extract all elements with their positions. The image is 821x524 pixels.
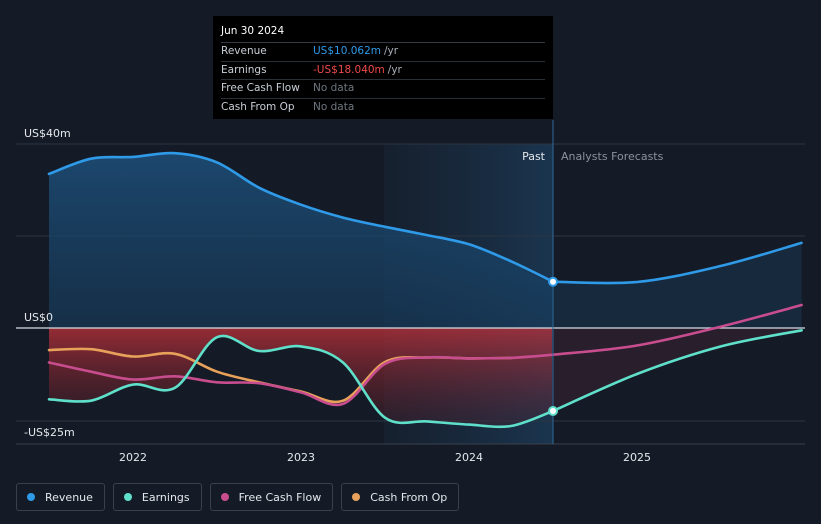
free-cash-flow-forecast-line (509, 303, 803, 360)
y-axis-label-1: US$0 (24, 311, 53, 324)
legend-item-earnings[interactable]: Earnings (112, 483, 202, 511)
tooltip-label: Earnings (221, 63, 267, 76)
x-tick-label-2023: 2023 (287, 451, 315, 464)
tooltip-label: Revenue (221, 45, 267, 57)
tooltip-row-cash-from-op: Cash From Op No data (221, 99, 545, 117)
earnings-marker (548, 405, 558, 416)
tooltip-unit: /yr (387, 63, 402, 76)
tooltip-label: Cash From Op (221, 100, 295, 113)
x-tick-label-2024: 2024 (455, 451, 483, 464)
free-cash-flow-line (47, 355, 513, 407)
earnings-dot-icon (123, 493, 132, 501)
legend-item-revenue[interactable]: Revenue (16, 483, 105, 511)
y-axis-label-0: US$40m (24, 127, 71, 140)
revenue-marker (548, 276, 558, 287)
chart-legend: Revenue Earnings Free Cash Flow Cash Fro… (16, 483, 460, 511)
tooltip-row-revenue: Revenue US$10.062m/yr (221, 43, 545, 62)
tooltip-unit: /yr (384, 45, 399, 57)
earnings-line (47, 334, 555, 429)
revenue-forecast-line (551, 241, 803, 285)
revenue-area-past (49, 153, 552, 328)
legend-label: Free Cash Flow (238, 490, 322, 504)
legend-item-cash-from-op[interactable]: Cash From Op (341, 483, 460, 511)
legend-label: Earnings (141, 490, 190, 504)
tooltip-date: Jun 30 2024 (221, 22, 545, 43)
earnings-forecast-line (551, 329, 803, 413)
cash-from-op-dot-icon (352, 493, 361, 501)
forecast-label: Analysts Forecasts (561, 150, 664, 163)
legend-label: Revenue (45, 490, 93, 504)
tooltip-value-revenue: US$10.062m (313, 45, 381, 57)
x-tick-label-2025: 2025 (623, 451, 651, 464)
revenue-dot-icon (27, 493, 35, 501)
revenue-line (47, 151, 555, 283)
y-axis-label-2: -US$25m (24, 426, 75, 439)
tooltip-value-free-cash-flow: No data (313, 82, 355, 94)
tooltip-value-earnings: -US$18.040m (313, 63, 385, 76)
tooltip-row-earnings: Earnings -US$18.040m/yr (221, 62, 545, 80)
tooltip-value-cash-from-op: No data (313, 100, 355, 113)
tooltip-label: Free Cash Flow (221, 82, 300, 94)
past-label: Past (522, 150, 546, 163)
x-tick-label-2022: 2022 (119, 451, 147, 464)
legend-label: Cash From Op (370, 490, 448, 504)
tooltip-row-free-cash-flow: Free Cash Flow No data (221, 80, 545, 99)
legend-item-free-cash-flow[interactable]: Free Cash Flow (209, 483, 334, 511)
free-cash-flow-dot-icon (220, 493, 229, 501)
tooltip: Jun 30 2024 Revenue US$10.062m/yr Earnin… (213, 16, 553, 119)
revenue-area-forecast (552, 242, 802, 328)
